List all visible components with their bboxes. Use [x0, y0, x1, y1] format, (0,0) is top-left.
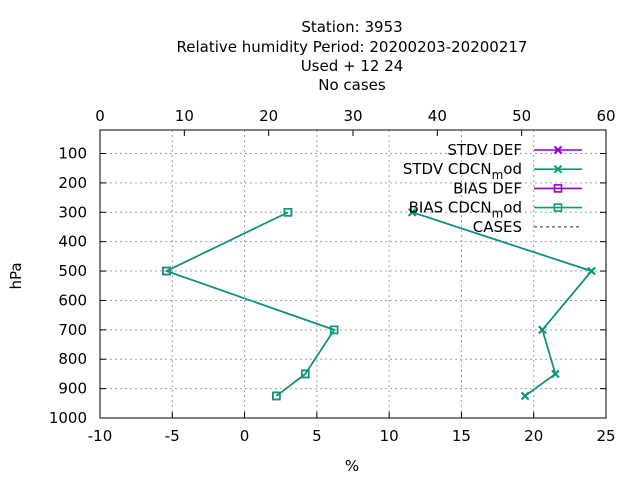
point-marker-x [408, 208, 417, 217]
series-line [412, 211, 593, 397]
point-marker-square [553, 203, 563, 212]
title-line-3: Used + 12 24 [301, 57, 404, 75]
series-line [164, 211, 336, 397]
title-line-2: Relative humidity Period: 20200203-20200… [177, 38, 528, 56]
y-tick-label: 600 [58, 291, 87, 309]
x-bottom-tick-label: 10 [380, 427, 399, 445]
title-line-4: No cases [318, 76, 386, 94]
point-marker-x [587, 266, 596, 276]
y-tick-label: 800 [58, 350, 87, 368]
point-marker-x [520, 391, 530, 401]
y-axis-label: hPa [7, 262, 25, 289]
grid [100, 130, 606, 418]
x-top-tick-label: 50 [512, 107, 531, 125]
legend-label: CASES [473, 218, 522, 236]
point-marker-square [162, 266, 171, 276]
series-stdv-cdcn-mod [408, 208, 596, 401]
y-tick-label: 500 [58, 262, 87, 280]
y-tick-label: 100 [58, 145, 87, 163]
x-bottom-tick-label: 25 [596, 427, 615, 445]
point-marker-x [551, 369, 560, 379]
point-marker-square [283, 207, 293, 217]
series-stdv-def [408, 208, 596, 401]
legend-item: BIAS DEF [453, 179, 582, 197]
x-axis-label: % [345, 457, 359, 475]
y-tick-label: 900 [58, 380, 87, 398]
series-layer [162, 207, 596, 401]
point-marker-square [272, 391, 281, 401]
x-bottom-tick-label: 20 [524, 427, 543, 445]
y-tick-label: 700 [58, 321, 87, 339]
point-marker-x [553, 164, 563, 174]
axis-ticks: -10 -5 0 5 10 15 20 25 0 10 20 30 40 50 60 100 200 300 400… [49, 107, 616, 445]
point-marker-x [538, 325, 547, 335]
legend-item: STDV DEF [447, 141, 582, 159]
legend-item: CASES [473, 218, 582, 236]
x-bottom-tick-label: -5 [165, 427, 180, 445]
x-top-tick-label: 40 [428, 107, 447, 125]
series-bias-cdcn-mod [162, 207, 339, 401]
title-line-1: Station: 3953 [301, 18, 402, 36]
y-tick-label: 200 [58, 174, 87, 192]
chart-title: Station: 3953 Relative humidity Period: … [177, 18, 528, 94]
legend-label: BIAS DEF [453, 179, 522, 197]
x-top-tick-label: 20 [259, 107, 278, 125]
point-marker-square [553, 184, 563, 193]
point-marker-square [300, 369, 310, 379]
y-tick-label: 300 [58, 203, 87, 221]
x-top-tick-label: 60 [596, 107, 615, 125]
x-top-tick-label: 30 [343, 107, 362, 125]
x-top-tick-label: 0 [95, 107, 105, 125]
x-bottom-tick-label: 5 [312, 427, 322, 445]
y-tick-label: 400 [58, 233, 87, 251]
x-bottom-tick-label: -10 [88, 427, 113, 445]
point-marker-x [553, 145, 563, 155]
point-marker-square [329, 325, 339, 335]
legend-label: STDV DEF [447, 141, 522, 159]
x-bottom-tick-label: 0 [240, 427, 250, 445]
x-bottom-tick-label: 15 [452, 427, 471, 445]
y-tick-label: 1000 [49, 409, 87, 427]
series-bias-def [162, 207, 339, 401]
x-top-tick-label: 10 [175, 107, 194, 125]
